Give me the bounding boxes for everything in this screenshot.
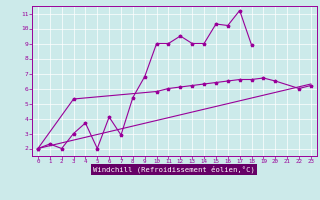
X-axis label: Windchill (Refroidissement éolien,°C): Windchill (Refroidissement éolien,°C): [93, 166, 255, 173]
